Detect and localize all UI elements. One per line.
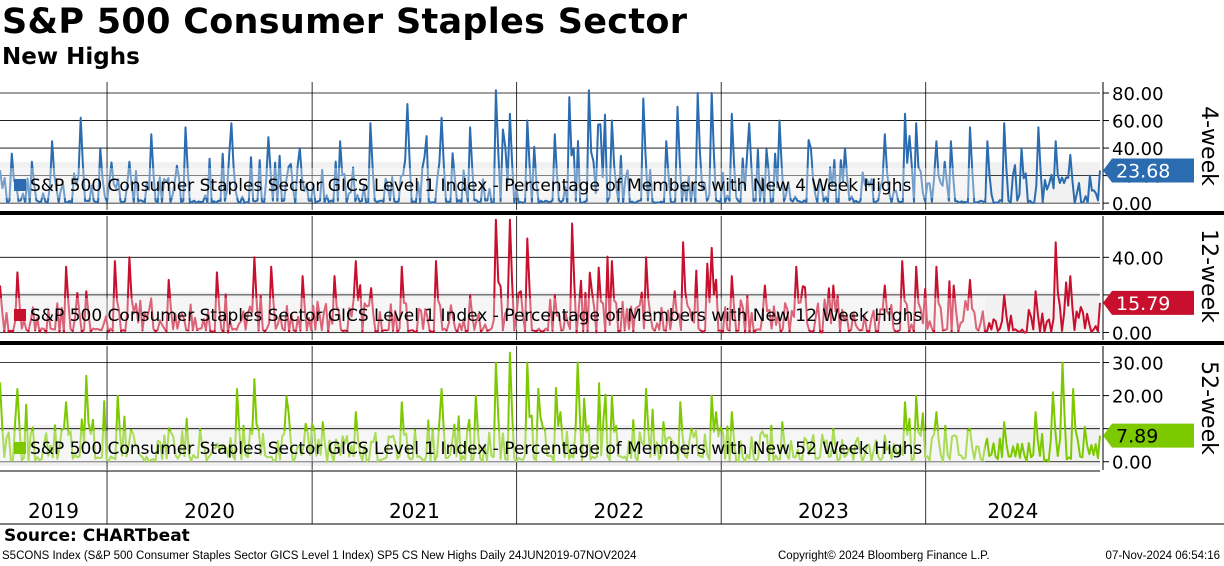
panel-52-week: S&P 500 Consumer Staples Sector GICS Lev… <box>0 346 1221 474</box>
x-tick-label: 2024 <box>987 499 1038 523</box>
panel-label: 12-week <box>1196 229 1221 323</box>
last-value-label: 15.79 <box>1116 293 1170 315</box>
y-tick-label: 80.00 <box>1112 84 1164 105</box>
legend-label: S&P 500 Consumer Staples Sector GICS Lev… <box>30 176 912 196</box>
legend-overlay <box>0 431 985 462</box>
last-value-label: 23.68 <box>1116 161 1170 183</box>
chart-subtitle: New Highs <box>2 44 140 70</box>
last-value-label: 7.89 <box>1116 426 1158 448</box>
panel-label: 4-week <box>1196 106 1221 186</box>
chart-title: S&P 500 Consumer Staples Sector <box>2 2 688 42</box>
footer-ticker-info: S5CONS Index (S&P 500 Consumer Staples S… <box>2 550 637 562</box>
legend-label: S&P 500 Consumer Staples Sector GICS Lev… <box>30 439 922 459</box>
y-tick-label: 0.00 <box>1112 323 1152 344</box>
legend-label: S&P 500 Consumer Staples Sector GICS Lev… <box>30 306 922 326</box>
x-tick-label: 2020 <box>184 499 235 523</box>
legend-swatch <box>14 309 26 321</box>
series-line <box>0 218 1101 334</box>
legend-swatch <box>14 179 26 191</box>
panel-separator <box>0 211 1224 215</box>
x-tick-label: 2023 <box>798 499 849 523</box>
chart-canvas: S&P 500 Consumer Staples Sector GICS Lev… <box>0 82 1224 525</box>
y-tick-label: 40.00 <box>1112 139 1164 160</box>
last-value-tag <box>1103 158 1194 183</box>
footer-timestamp: 07-Nov-2024 06:54:16 <box>1105 550 1220 562</box>
series-line <box>0 351 1101 463</box>
footer-copyright: Copyright© 2024 Bloomberg Finance L.P. <box>778 550 990 562</box>
last-value-tag <box>1103 290 1194 315</box>
x-tick-label: 2022 <box>593 499 644 523</box>
x-tick-label: 2021 <box>389 499 440 523</box>
panel-12-week: S&P 500 Consumer Staples Sector GICS Lev… <box>0 216 1221 344</box>
y-tick-label: 60.00 <box>1112 112 1164 133</box>
y-tick-label: 30.00 <box>1112 354 1164 375</box>
y-tick-label: 20.00 <box>1112 387 1164 408</box>
y-tick-label: 0.00 <box>1112 194 1152 215</box>
legend-overlay <box>0 168 985 198</box>
y-tick-label: 40.00 <box>1112 248 1164 269</box>
last-value-tag <box>1103 423 1194 448</box>
legend-swatch <box>14 442 26 454</box>
source-note: Source: CHARTbeat <box>4 526 190 546</box>
y-tick-label: 0.00 <box>1112 453 1152 474</box>
x-tick-label: 2019 <box>28 499 79 523</box>
panel-4-week: S&P 500 Consumer Staples Sector GICS Lev… <box>0 82 1221 215</box>
panel-label: 52-week <box>1196 361 1221 455</box>
legend-overlay <box>0 298 985 330</box>
series-line <box>0 89 1101 205</box>
panel-separator <box>0 341 1224 345</box>
